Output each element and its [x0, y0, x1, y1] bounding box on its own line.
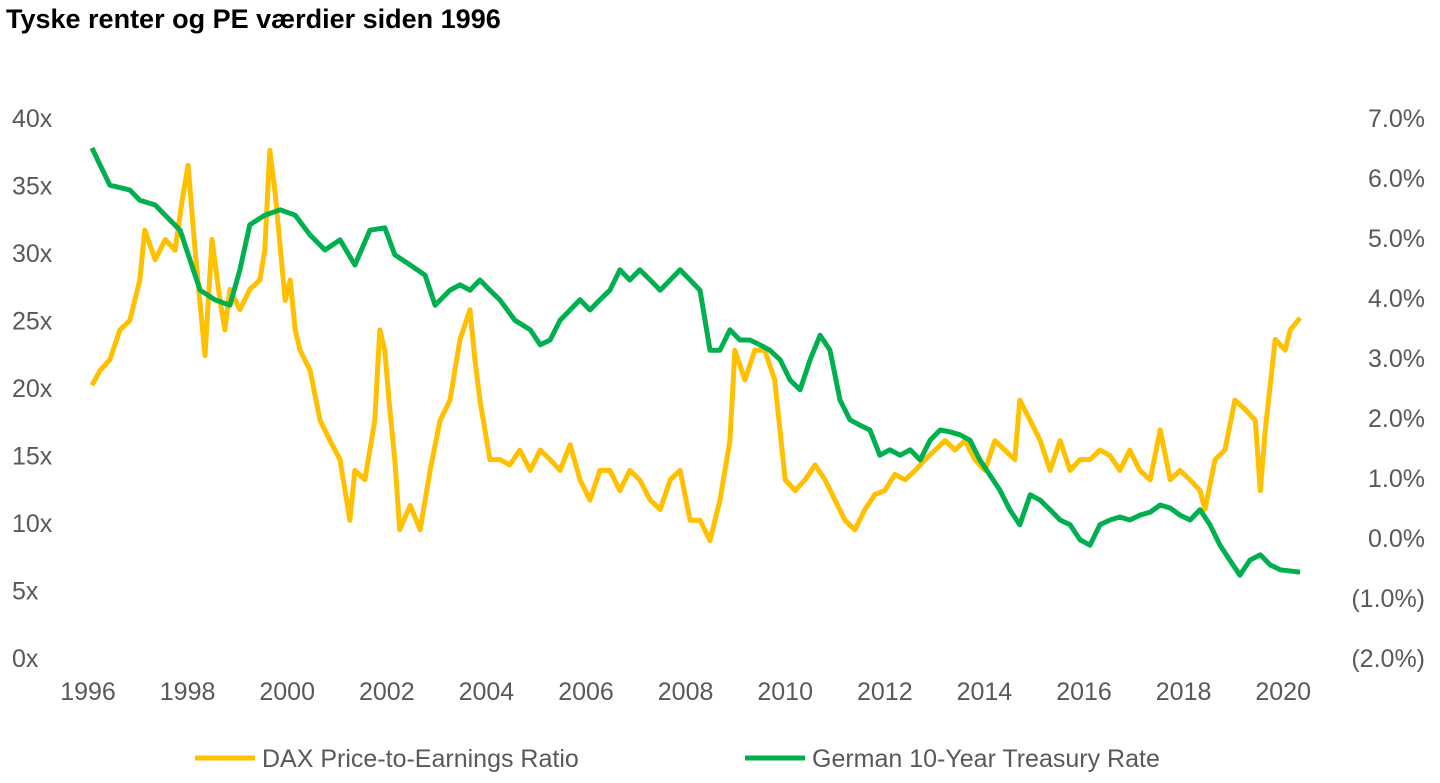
y-right-tick-label: 7.0%: [1368, 105, 1425, 133]
x-tick-label: 2010: [757, 678, 813, 706]
x-tick-label: 2016: [1056, 678, 1112, 706]
series-line-dax-pe: [89, 147, 1303, 543]
y-left-tick-label: 5x: [12, 578, 39, 606]
y-left-tick-label: 20x: [12, 375, 53, 403]
y-right-tick-label: 5.0%: [1368, 225, 1425, 253]
x-tick-label: 2000: [259, 678, 315, 706]
y-left-tick-label: 25x: [12, 308, 53, 336]
legend-label: DAX Price-to-Earnings Ratio: [262, 745, 579, 773]
x-tick-label: 1996: [60, 678, 116, 706]
y-right-tick-label: 6.0%: [1368, 165, 1425, 193]
left-y-axis: 0x 5x 10x 15x 20x 25x 30x 35x 40x: [12, 105, 53, 673]
x-tick-label: 2004: [459, 678, 515, 706]
y-right-tick-label: 4.0%: [1368, 285, 1425, 313]
x-tick-label: 2020: [1255, 678, 1311, 706]
y-left-tick-label: 30x: [12, 240, 53, 268]
chart-title: Tyske renter og PE værdier siden 1996: [6, 4, 501, 34]
x-tick-label: 2002: [359, 678, 415, 706]
y-left-tick-label: 15x: [12, 443, 53, 471]
y-left-tick-label: 35x: [12, 173, 53, 201]
x-tick-label: 2012: [857, 678, 913, 706]
legend: DAX Price-to-Earnings Ratio German 10-Yea…: [195, 745, 1160, 773]
plot-area: [89, 146, 1303, 578]
y-left-tick-label: 0x: [12, 645, 39, 673]
x-tick-label: 2014: [957, 678, 1013, 706]
y-right-tick-label: 1.0%: [1368, 465, 1425, 493]
y-left-tick-label: 10x: [12, 510, 53, 538]
y-right-tick-label: 2.0%: [1368, 405, 1425, 433]
right-y-axis: (2.0%) (1.0%) 0.0% 1.0% 2.0% 3.0% 4.0% 5.0% 6.0%…: [1351, 105, 1425, 673]
x-tick-label: 2018: [1156, 678, 1212, 706]
x-tick-label: 2006: [558, 678, 614, 706]
legend-label: German 10-Year Treasury Rate: [812, 745, 1160, 773]
y-right-tick-label: (1.0%): [1351, 585, 1425, 613]
x-tick-label: 2008: [658, 678, 714, 706]
y-right-tick-label: 0.0%: [1368, 525, 1425, 553]
y-left-tick-label: 40x: [12, 105, 53, 133]
series-line-bund-10y: [89, 146, 1301, 578]
y-right-tick-label: 3.0%: [1368, 345, 1425, 373]
y-right-tick-label: (2.0%): [1351, 645, 1425, 673]
x-axis: 1996 1998 2000 2002 2004 2006 2008 2010 2012 2014…: [60, 678, 1311, 706]
x-tick-label: 1998: [160, 678, 216, 706]
